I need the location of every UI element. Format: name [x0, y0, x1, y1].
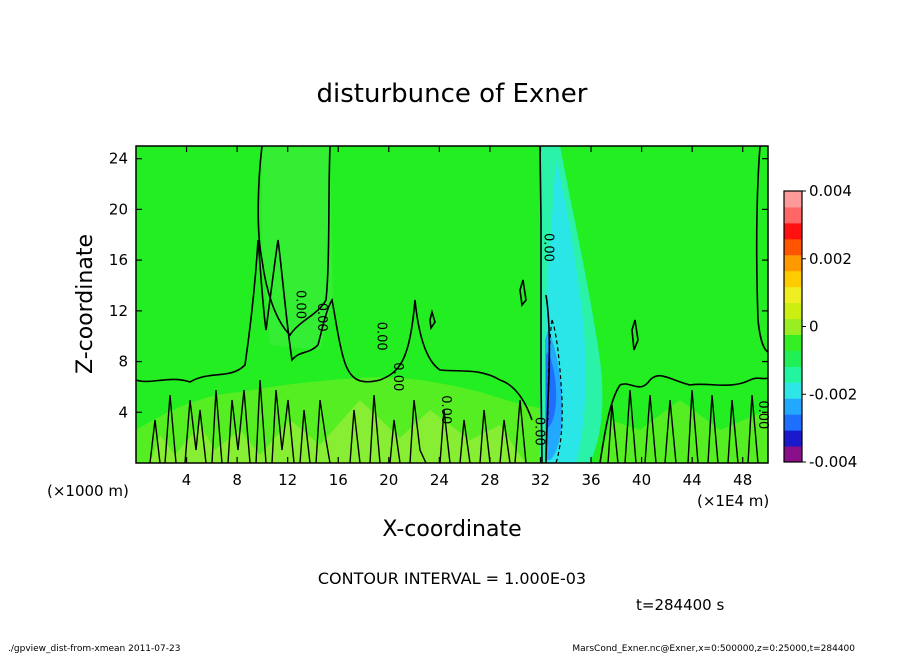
colorbar-swatch	[784, 206, 802, 224]
colorbar-label: 0.002	[809, 250, 852, 268]
colorbar-swatch	[784, 286, 802, 304]
colorbar-swatch	[784, 446, 802, 463]
field-shading	[136, 146, 768, 463]
colorbar-label: -0.002	[809, 385, 857, 403]
x-unit-left: (×1000 m)	[47, 482, 129, 500]
contour-line	[599, 375, 768, 463]
time-stamp: t=284400 s	[636, 596, 724, 614]
colorbar-swatch	[784, 270, 802, 288]
x-tick-label: 36	[581, 471, 600, 489]
contour-label: 0.00	[373, 322, 388, 351]
y-tick-label: 24	[109, 150, 128, 168]
colorbar-swatch	[784, 398, 802, 415]
x-tick-label: 16	[329, 471, 348, 489]
chart-title: disturbunce of Exner	[317, 79, 588, 109]
x-axis: 4 8 12 16 20 24 28 32 36 40 44 48	[182, 146, 752, 489]
x-tick-label: 12	[278, 471, 297, 489]
x-tick-label: 8	[232, 471, 242, 489]
colorbar-label: 0.004	[809, 182, 852, 200]
contour-line	[539, 146, 543, 463]
y-tick-label: 12	[109, 302, 128, 320]
colorbar-label: 0	[809, 318, 819, 336]
contour-line-small-loop	[429, 308, 436, 331]
colorbar-swatch	[784, 334, 802, 351]
colorbar	[784, 191, 802, 463]
colorbar-swatch	[784, 238, 802, 256]
colorbar-swatch	[784, 254, 802, 272]
x-tick-label: 44	[683, 471, 702, 489]
contour-label: 0.00	[390, 362, 405, 391]
y-tick-label: 16	[109, 251, 128, 269]
contour-line	[755, 146, 768, 353]
colorbar-swatch	[784, 350, 802, 367]
x-tick-label: 28	[480, 471, 499, 489]
plot-frame	[135, 145, 769, 464]
colorbar-labels: 0.004 0.002 0 -0.002 -0.004	[802, 182, 857, 471]
contour-line-small-loop	[519, 279, 527, 307]
x-tick-label: 32	[531, 471, 550, 489]
contour-line-small-loop	[631, 319, 639, 351]
x-unit-right: (×1E4 m)	[697, 492, 769, 510]
footer-right: MarsCond_Exner.nc@Exner,x=0:500000,z=0:2…	[572, 644, 855, 654]
contour-label: 0.00	[293, 290, 308, 319]
contour-line	[257, 146, 331, 337]
contour-line-dashed-negative	[547, 319, 563, 463]
x-tick-label: 40	[632, 471, 651, 489]
y-axis-label: Z-coordinate	[73, 234, 98, 374]
colorbar-swatch	[784, 382, 802, 399]
right-low-light-green-region	[600, 400, 768, 463]
colorbar-swatch	[784, 302, 802, 320]
contour-label: 0.00	[540, 233, 555, 262]
colorbar-swatch	[784, 430, 802, 447]
colorbar-label: -0.004	[809, 453, 857, 471]
contour-label: 0.00	[755, 400, 770, 429]
low-level-yellow-green-patches	[150, 400, 525, 463]
colorbar-swatch	[784, 191, 802, 208]
contour-label: 0.00	[438, 395, 453, 424]
y-tick-label: 8	[118, 353, 128, 371]
contour-lines	[136, 146, 768, 463]
footer-left: ./gpview_dist-from-xmean 2011-07-23	[8, 644, 180, 654]
colorbar-swatch	[784, 222, 802, 240]
x-tick-label: 24	[430, 471, 449, 489]
colorbar-swatch	[784, 318, 802, 335]
colorbar-swatch	[784, 366, 802, 383]
contour-label: 0.00	[314, 303, 329, 332]
contour-interval-note: CONTOUR INTERVAL = 1.000E-03	[318, 569, 586, 588]
upper-light-green-column	[262, 146, 333, 350]
y-tick-label: 4	[118, 403, 128, 421]
contour-line-low-wiggles	[149, 379, 527, 463]
contour-line	[545, 294, 551, 463]
x-tick-label: 48	[733, 471, 752, 489]
contour-line	[136, 239, 319, 383]
contour-label-layer: 0.00 0.000.000.000.000.000.000.00	[293, 233, 771, 446]
colorbar-swatch	[784, 414, 802, 431]
x-tick-label: 20	[379, 471, 398, 489]
y-tick-label: 20	[109, 200, 128, 218]
contour-label: 0.00	[531, 417, 546, 446]
contour-line-right-wiggles	[607, 389, 759, 463]
contour-line	[317, 297, 533, 421]
y-axis: 4 8 12 16 20 24	[109, 150, 768, 421]
x-tick-label: 4	[182, 471, 192, 489]
x-axis-label: X-coordinate	[382, 517, 521, 542]
